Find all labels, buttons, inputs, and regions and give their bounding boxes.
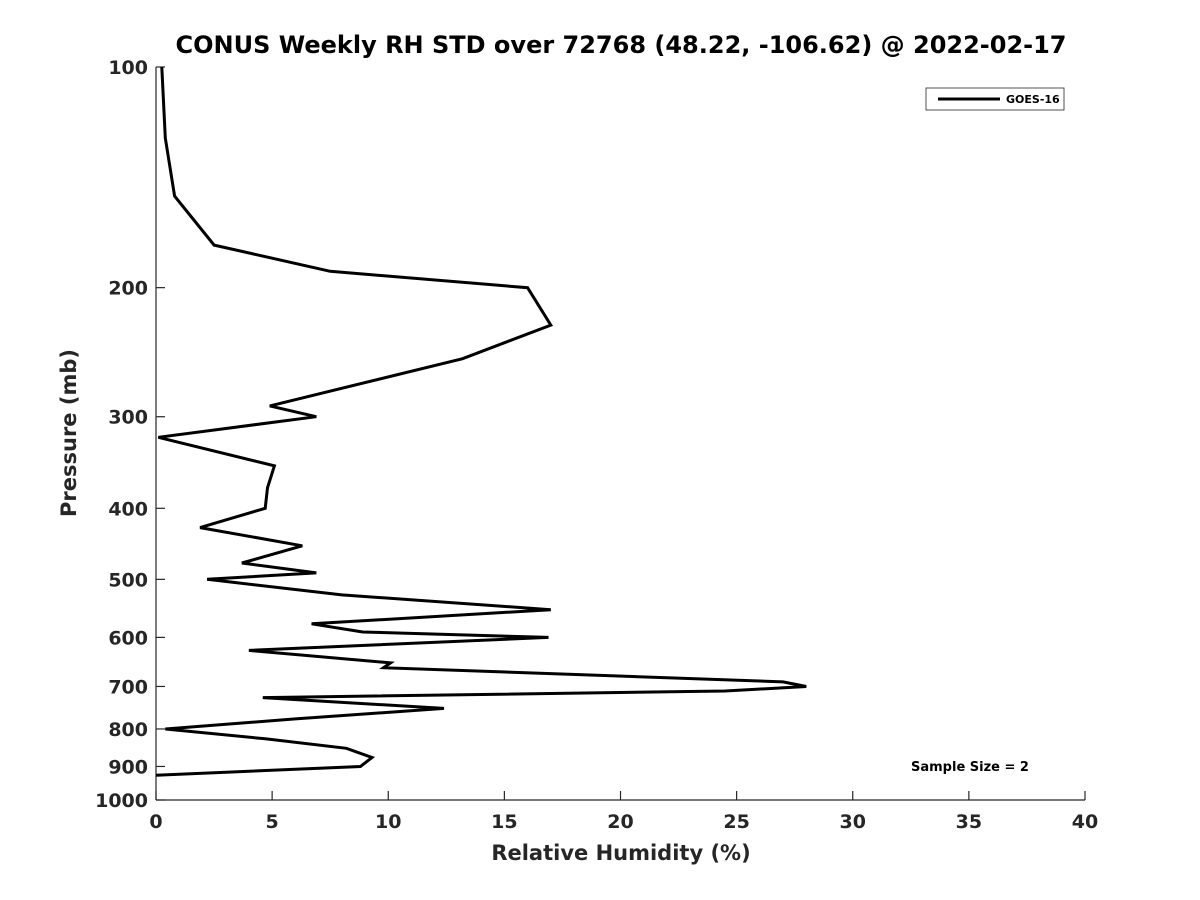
y-tick-label: 800 xyxy=(108,719,148,741)
x-tick-label: 25 xyxy=(723,811,749,833)
y-tick-label: 900 xyxy=(108,756,148,778)
legend-label: GOES-16 xyxy=(1006,93,1060,106)
x-tick-label: 40 xyxy=(1072,811,1098,833)
y-axis-label: Pressure (mb) xyxy=(57,349,81,517)
y-tick-label: 500 xyxy=(108,569,148,591)
y-tick-label: 100 xyxy=(108,57,148,79)
sample-size-annotation: Sample Size = 2 xyxy=(911,760,1029,775)
x-tick-label: 30 xyxy=(840,811,866,833)
axes xyxy=(155,67,1085,801)
x-axis-label: Relative Humidity (%) xyxy=(491,841,750,865)
x-ticks: 0 5 10 15 20 25 30 35 40 xyxy=(149,791,1098,833)
x-tick-label: 0 xyxy=(149,811,162,833)
series-line xyxy=(155,66,807,777)
x-tick-label: 15 xyxy=(491,811,517,833)
y-tick-label: 700 xyxy=(108,676,148,698)
y-tick-label: 600 xyxy=(108,627,148,649)
series-layer xyxy=(155,66,807,777)
y-tick-label: 200 xyxy=(108,278,148,300)
y-tick-label: 300 xyxy=(108,407,148,429)
x-tick-label: 10 xyxy=(375,811,401,833)
legend: GOES-16 xyxy=(925,87,1065,111)
x-tick-label: 20 xyxy=(607,811,633,833)
y-tick-label: 1000 xyxy=(95,790,148,812)
x-tick-label: 5 xyxy=(266,811,279,833)
x-tick-label: 35 xyxy=(956,811,982,833)
y-tick-label: 400 xyxy=(108,498,148,520)
chart-title: CONUS Weekly RH STD over 72768 (48.22, -… xyxy=(175,31,1066,59)
y-ticks: 100 200 300 400 500 600 700 800 900 1000 xyxy=(95,57,165,812)
